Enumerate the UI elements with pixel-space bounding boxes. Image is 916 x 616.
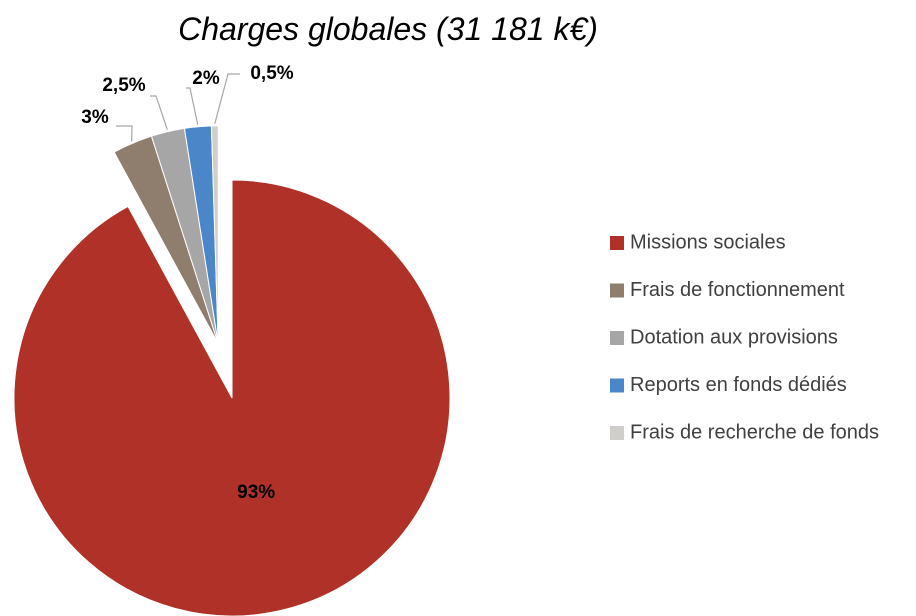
leader-line: [150, 95, 168, 130]
leader-line: [214, 73, 240, 124]
pie-slice: [13, 179, 451, 616]
legend-label: Frais de recherche de fonds: [630, 421, 879, 443]
pie-slice: [210, 125, 219, 344]
value-label: 2%: [192, 68, 220, 89]
value-label: 93%: [237, 482, 275, 503]
legend-swatch: [610, 283, 624, 298]
value-label: 2,5%: [102, 75, 145, 96]
leader-line: [186, 87, 199, 125]
chart-title: Charges globales (31 181 k€): [178, 11, 598, 47]
legend-swatch: [610, 331, 624, 345]
legend-label: Dotation aux provisions: [630, 326, 838, 348]
legend-swatch: [610, 378, 624, 393]
legend-label: Missions sociales: [630, 231, 786, 253]
leader-line: [116, 125, 133, 142]
value-label: 0,5%: [250, 63, 293, 84]
legend-swatch: [610, 236, 624, 250]
legend-swatch: [610, 426, 624, 440]
value-label: 3%: [81, 107, 109, 128]
legend-label: Frais de fonctionnement: [630, 279, 845, 301]
legend-label: Reports en fonds dédiés: [630, 374, 847, 396]
